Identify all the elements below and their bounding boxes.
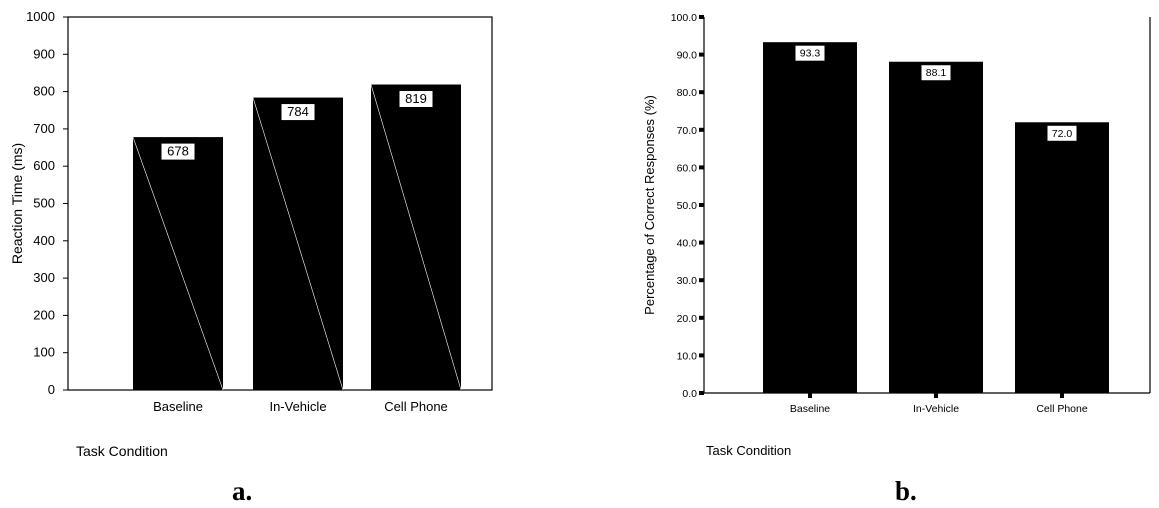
y-tick-label: 100.0 <box>671 12 697 24</box>
y-tick-label: 500 <box>33 196 55 211</box>
data-label-box <box>1046 124 1078 142</box>
x-tick-label: Baseline <box>153 399 203 414</box>
data-label: 93.3 <box>800 48 821 60</box>
y-axis-label: Reaction Time (ms) <box>9 143 25 264</box>
data-label: 72.0 <box>1052 128 1073 140</box>
data-label: 88.1 <box>926 67 947 79</box>
data-label: 678 <box>167 144 189 159</box>
x-tick-label: Cell Phone <box>384 399 448 414</box>
x-tick <box>808 393 812 398</box>
x-tick-label: Baseline <box>790 403 830 415</box>
y-tick-label: 10.0 <box>677 350 698 362</box>
bar <box>1015 122 1109 393</box>
y-tick-label: 20.0 <box>677 313 698 325</box>
chart-b-correct-responses: 0.0 10.0 20.0 30.0 40.0 50.0 60.0 70.0 80.0 90.0 1… <box>642 12 1151 506</box>
y-tick-label: 40.0 <box>677 238 698 250</box>
y-tick <box>699 203 704 207</box>
data-label: 819 <box>405 91 427 106</box>
x-tick-label: Cell Phone <box>1036 403 1088 415</box>
y-tick <box>699 278 704 283</box>
bar-diagonal <box>252 97 344 391</box>
x-axis-label: Task Condition <box>76 443 168 459</box>
data-label-box <box>280 103 316 122</box>
y-tick <box>699 15 704 19</box>
x-axis-label: Task Condition <box>706 443 791 458</box>
y-tick <box>699 391 704 395</box>
y-tick-label: 50.0 <box>677 200 698 212</box>
y-tick-label: 80.0 <box>677 87 698 99</box>
panel-letter: a. <box>232 476 252 506</box>
data-label-box <box>160 142 196 161</box>
y-tick-label: 0.0 <box>682 388 697 400</box>
x-tick-label: In-Vehicle <box>269 399 326 414</box>
x-tick <box>934 393 938 398</box>
y-tick <box>699 90 704 95</box>
y-tick-label: 700 <box>33 121 55 136</box>
y-tick <box>699 127 704 132</box>
y-tick <box>699 315 704 320</box>
y-tick-label: 30.0 <box>677 275 698 287</box>
y-tick-label: 60.0 <box>677 162 698 174</box>
y-tick-label: 400 <box>33 233 55 248</box>
x-tick-label: In-Vehicle <box>913 403 959 415</box>
panel-letter: b. <box>895 476 917 506</box>
data-label-box <box>794 44 826 62</box>
bar-diagonal <box>132 137 224 391</box>
bar-diagonal <box>370 84 462 391</box>
y-tick <box>699 240 704 245</box>
y-tick <box>699 353 704 358</box>
y-tick-label: 70.0 <box>677 125 698 137</box>
y-tick <box>699 52 704 57</box>
y-axis-label: Percentage of Correct Responses (%) <box>642 95 657 315</box>
y-tick-label: 900 <box>33 46 55 61</box>
y-tick-label: 0 <box>48 382 55 397</box>
data-label-box <box>920 64 952 82</box>
y-tick-label: 1000 <box>26 9 55 24</box>
data-label: 784 <box>287 104 309 119</box>
chart-a-reaction-time: 0 100 200 300 400 500 600 700 800 900 1000 678 Basel… <box>9 9 493 506</box>
y-tick-label: 600 <box>33 158 55 173</box>
bar <box>763 42 857 393</box>
y-tick-label: 100 <box>33 345 55 360</box>
data-label-box <box>398 90 434 109</box>
y-tick-label: 200 <box>33 307 55 322</box>
y-tick-label: 800 <box>33 84 55 99</box>
y-tick-label: 90.0 <box>677 50 698 62</box>
bar <box>889 61 983 394</box>
y-tick-label: 300 <box>33 270 55 285</box>
x-tick <box>1060 393 1064 398</box>
y-tick <box>699 165 704 170</box>
